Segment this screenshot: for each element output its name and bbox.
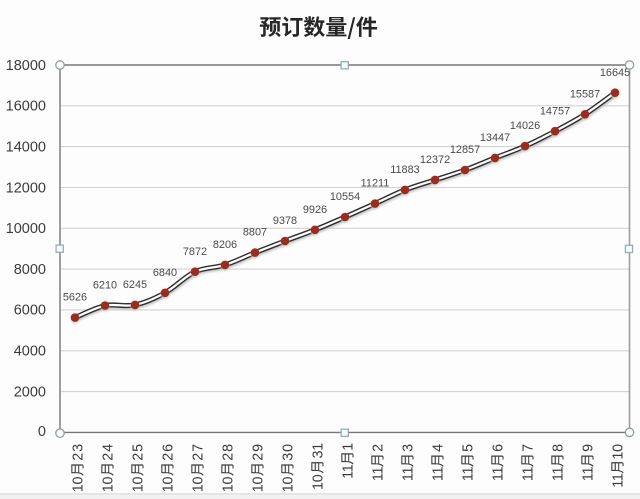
svg-text:6: 6 [161, 444, 177, 452]
svg-text:0: 0 [71, 477, 87, 485]
svg-text:6245: 6245 [123, 279, 147, 291]
svg-text:10554: 10554 [330, 191, 360, 203]
svg-text:12372: 12372 [420, 154, 450, 166]
svg-text:1: 1 [551, 473, 567, 481]
svg-text:8807: 8807 [243, 227, 267, 239]
svg-text:1: 1 [401, 473, 417, 481]
svg-text:16645: 16645 [600, 67, 630, 79]
svg-text:18000: 18000 [6, 58, 46, 74]
svg-text:1: 1 [371, 467, 387, 475]
svg-text:1: 1 [371, 473, 387, 481]
svg-text:10000: 10000 [6, 221, 46, 237]
svg-text:1: 1 [491, 473, 507, 481]
svg-text:2: 2 [71, 453, 87, 461]
svg-text:1: 1 [521, 467, 537, 475]
svg-text:1: 1 [461, 467, 477, 475]
svg-text:7: 7 [191, 444, 207, 452]
svg-text:2: 2 [161, 453, 177, 461]
svg-text:7: 7 [521, 444, 537, 452]
svg-text:12000: 12000 [6, 180, 46, 196]
svg-text:4: 4 [431, 444, 447, 452]
svg-text:1: 1 [401, 467, 417, 475]
svg-text:6: 6 [491, 444, 507, 452]
svg-text:1: 1 [551, 467, 567, 475]
svg-text:0: 0 [131, 477, 147, 485]
svg-text:1: 1 [161, 484, 177, 492]
svg-text:3: 3 [281, 453, 297, 461]
svg-text:14000: 14000 [6, 139, 46, 155]
svg-text:8: 8 [551, 444, 567, 452]
svg-text:0: 0 [191, 477, 207, 485]
svg-text:8000: 8000 [14, 262, 46, 278]
svg-text:4: 4 [101, 444, 117, 452]
svg-text:1: 1 [341, 464, 357, 472]
svg-text:1: 1 [221, 484, 237, 492]
svg-text:1: 1 [431, 473, 447, 481]
svg-text:8206: 8206 [213, 239, 237, 251]
svg-text:1: 1 [341, 443, 357, 451]
svg-text:2: 2 [221, 453, 237, 461]
svg-text:0: 0 [101, 477, 117, 485]
svg-text:0: 0 [281, 477, 297, 485]
svg-text:1: 1 [521, 473, 537, 481]
svg-text:8: 8 [221, 444, 237, 452]
svg-text:1: 1 [611, 473, 627, 481]
svg-text:2: 2 [101, 453, 117, 461]
svg-text:9926: 9926 [303, 204, 327, 216]
svg-text:1: 1 [611, 452, 627, 460]
svg-text:2: 2 [191, 453, 207, 461]
svg-text:0: 0 [311, 474, 327, 482]
svg-text:9: 9 [251, 444, 267, 452]
svg-text:2: 2 [251, 453, 267, 461]
svg-text:3: 3 [71, 444, 87, 452]
svg-text:1: 1 [71, 484, 87, 492]
svg-text:1: 1 [311, 482, 327, 490]
svg-text:11883: 11883 [390, 164, 419, 176]
svg-text:1: 1 [611, 480, 627, 488]
svg-text:5: 5 [131, 444, 147, 452]
svg-text:0: 0 [38, 424, 46, 440]
svg-text:1: 1 [491, 467, 507, 475]
svg-text:3: 3 [311, 451, 327, 459]
svg-text:3: 3 [401, 444, 417, 452]
svg-text:13447: 13447 [480, 132, 510, 144]
svg-text:0: 0 [281, 444, 297, 452]
svg-text:1: 1 [431, 467, 447, 475]
svg-text:6000: 6000 [14, 303, 46, 319]
svg-text:1: 1 [101, 484, 117, 492]
svg-text:1: 1 [191, 484, 207, 492]
svg-text:1: 1 [581, 473, 597, 481]
svg-text:2: 2 [131, 453, 147, 461]
svg-text:14757: 14757 [540, 105, 570, 117]
svg-text:6210: 6210 [93, 280, 117, 292]
svg-text:1: 1 [311, 443, 327, 451]
svg-text:1: 1 [131, 484, 147, 492]
svg-text:0: 0 [611, 444, 627, 452]
svg-text:15587: 15587 [570, 88, 600, 100]
svg-text:2: 2 [371, 444, 387, 452]
svg-text:0: 0 [221, 477, 237, 485]
svg-text:1: 1 [281, 484, 297, 492]
svg-text:0: 0 [161, 477, 177, 485]
svg-text:9378: 9378 [273, 215, 297, 227]
svg-text:9: 9 [581, 444, 597, 452]
svg-text:1: 1 [251, 484, 267, 492]
svg-text:11211: 11211 [361, 178, 390, 190]
svg-text:1: 1 [461, 473, 477, 481]
svg-text:0: 0 [251, 477, 267, 485]
svg-text:7872: 7872 [183, 246, 207, 258]
svg-text:5: 5 [461, 444, 477, 452]
svg-text:6840: 6840 [153, 267, 177, 279]
svg-text:5626: 5626 [63, 292, 87, 304]
svg-text:1: 1 [341, 471, 357, 479]
svg-text:2000: 2000 [14, 384, 46, 400]
svg-text:12857: 12857 [450, 144, 480, 156]
svg-text:1: 1 [581, 467, 597, 475]
svg-text:4000: 4000 [14, 344, 46, 360]
svg-text:14026: 14026 [510, 120, 540, 132]
svg-text:16000: 16000 [6, 99, 46, 115]
